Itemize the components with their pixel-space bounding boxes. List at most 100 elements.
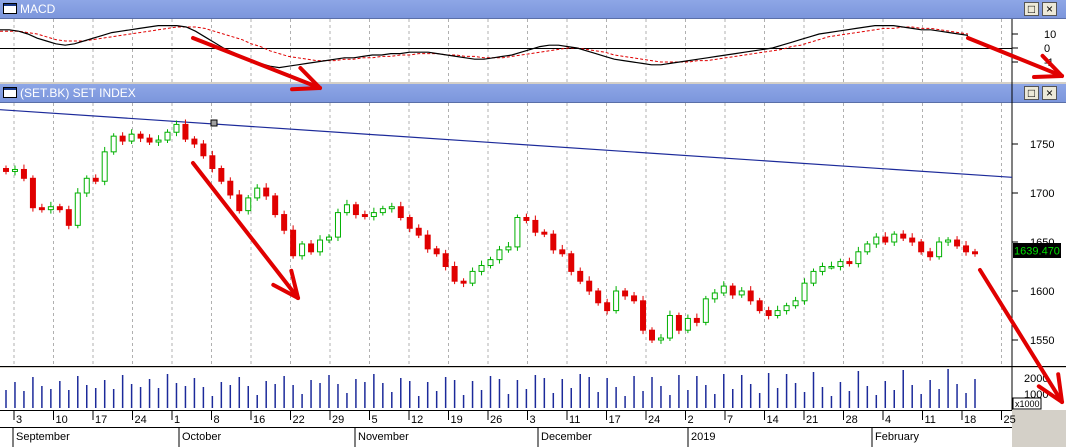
annotation-arrow-macd-left-shaft xyxy=(191,36,322,90)
candle-body xyxy=(3,168,9,172)
candle-body xyxy=(379,208,386,214)
x-axis-day-label: 2 xyxy=(688,414,694,426)
candle-body xyxy=(182,123,189,140)
candle-body xyxy=(684,317,691,331)
candle-body xyxy=(649,329,655,341)
candle-body xyxy=(299,243,306,257)
x-axis-day-label: 18 xyxy=(964,414,976,426)
x-axis-day-label: 14 xyxy=(767,414,779,426)
annotation-arrow-macd-right-shaft xyxy=(966,36,1064,78)
trend-line-handle[interactable] xyxy=(210,119,218,127)
volume-scale-box xyxy=(1012,397,1042,410)
macd-axis-label: 0 xyxy=(1044,43,1050,55)
macd-plot-area xyxy=(0,19,1012,82)
candle-body xyxy=(478,265,485,272)
x-axis-day-label: 19 xyxy=(451,414,463,426)
annotation-arrow-price-left-head xyxy=(289,268,300,300)
candle-body xyxy=(631,295,638,302)
candle-body xyxy=(801,282,808,302)
candle-body xyxy=(963,245,970,253)
annotation-arrow-price-left xyxy=(191,161,300,300)
candle-body xyxy=(29,177,36,209)
candle-body xyxy=(702,298,709,323)
candle-body xyxy=(873,236,880,245)
macd-maximize-button[interactable]: □ xyxy=(1024,2,1039,16)
candle-body xyxy=(20,168,27,179)
price-title-bar[interactable]: (SET.BK) SET INDEX □ × xyxy=(0,84,1066,103)
candle-body xyxy=(819,266,826,272)
candle-body xyxy=(909,237,916,243)
x-axis-day-label: 24 xyxy=(135,414,147,426)
candle-body xyxy=(541,231,548,235)
annotation-arrow-macd-right-head xyxy=(1040,53,1064,78)
macd-panel-title: MACD xyxy=(20,2,56,16)
candle-body xyxy=(864,243,871,253)
candle-body xyxy=(388,206,395,210)
trend-line[interactable] xyxy=(0,109,1013,178)
annotation-arrow-macd-left-head xyxy=(290,86,322,92)
x-axis-month-label: September xyxy=(16,431,70,443)
candle-body xyxy=(352,204,359,216)
candle-body xyxy=(11,168,18,172)
price-axis-label: 1550 xyxy=(1030,335,1054,347)
volume-scale-label: x1000 xyxy=(1015,399,1040,409)
candle-body xyxy=(927,251,934,258)
macd-title-bar[interactable]: MACD □ × xyxy=(0,0,1066,19)
x-axis-day-label: 17 xyxy=(609,414,621,426)
annotation-arrow-macd-right xyxy=(966,36,1064,80)
annotation-arrow-price-left-shaft xyxy=(191,161,300,300)
candle-body xyxy=(263,187,270,197)
volume-axis-label: 2000 xyxy=(1024,373,1048,385)
price-axis-label: 1600 xyxy=(1030,286,1054,298)
candle-body xyxy=(245,197,252,212)
candle-body xyxy=(954,239,961,247)
candle-body xyxy=(891,233,898,243)
x-axis-month-label: February xyxy=(875,431,920,443)
price-axis-label: 1700 xyxy=(1030,188,1054,200)
candle-body xyxy=(191,138,198,145)
candle-body xyxy=(146,137,153,143)
x-axis-day-label: 5 xyxy=(372,414,378,426)
candle-body xyxy=(738,290,745,296)
candle-body xyxy=(532,219,539,233)
candle-body xyxy=(792,300,799,307)
candle-body xyxy=(640,300,647,331)
candle-body xyxy=(110,135,117,153)
price-close-button[interactable]: × xyxy=(1042,86,1057,100)
candle-body xyxy=(469,270,476,284)
x-axis-day-label: 12 xyxy=(411,414,423,426)
candle-body xyxy=(837,261,844,268)
candle-body xyxy=(675,315,682,331)
candle-body xyxy=(846,261,853,265)
price-panel-title: (SET.BK) SET INDEX xyxy=(20,86,136,100)
candle-body xyxy=(666,315,673,339)
candle-body xyxy=(442,253,449,267)
candle-body xyxy=(83,177,90,194)
candle-body xyxy=(433,248,440,255)
candle-body xyxy=(756,300,763,312)
candle-body xyxy=(828,266,835,269)
x-axis-day-label: 11 xyxy=(569,414,580,426)
candle-body xyxy=(622,290,629,297)
candle-body xyxy=(568,253,575,272)
candle-body xyxy=(496,249,503,261)
candle-body xyxy=(326,236,332,241)
candle-body xyxy=(936,241,943,258)
last-price-badge xyxy=(1013,243,1061,258)
candle-body xyxy=(505,246,512,251)
candle-body xyxy=(137,133,144,139)
x-axis-day-label: 3 xyxy=(16,414,22,426)
candle-body xyxy=(38,207,45,211)
x-axis-day-label: 21 xyxy=(806,414,818,426)
x-axis-month-label: December xyxy=(541,431,592,443)
annotation-arrow-macd-left xyxy=(191,36,322,92)
macd-close-button[interactable]: × xyxy=(1042,2,1057,16)
x-axis-day-label: 17 xyxy=(95,414,107,426)
price-maximize-button[interactable]: □ xyxy=(1024,86,1039,100)
candle-body xyxy=(406,217,413,229)
candle-body xyxy=(101,151,108,182)
candle-body xyxy=(65,209,72,226)
annotation-arrow-macd-right-head xyxy=(1032,74,1064,80)
x-axis-day-label: 7 xyxy=(727,414,733,426)
x-axis-day-label: 1 xyxy=(174,414,180,426)
